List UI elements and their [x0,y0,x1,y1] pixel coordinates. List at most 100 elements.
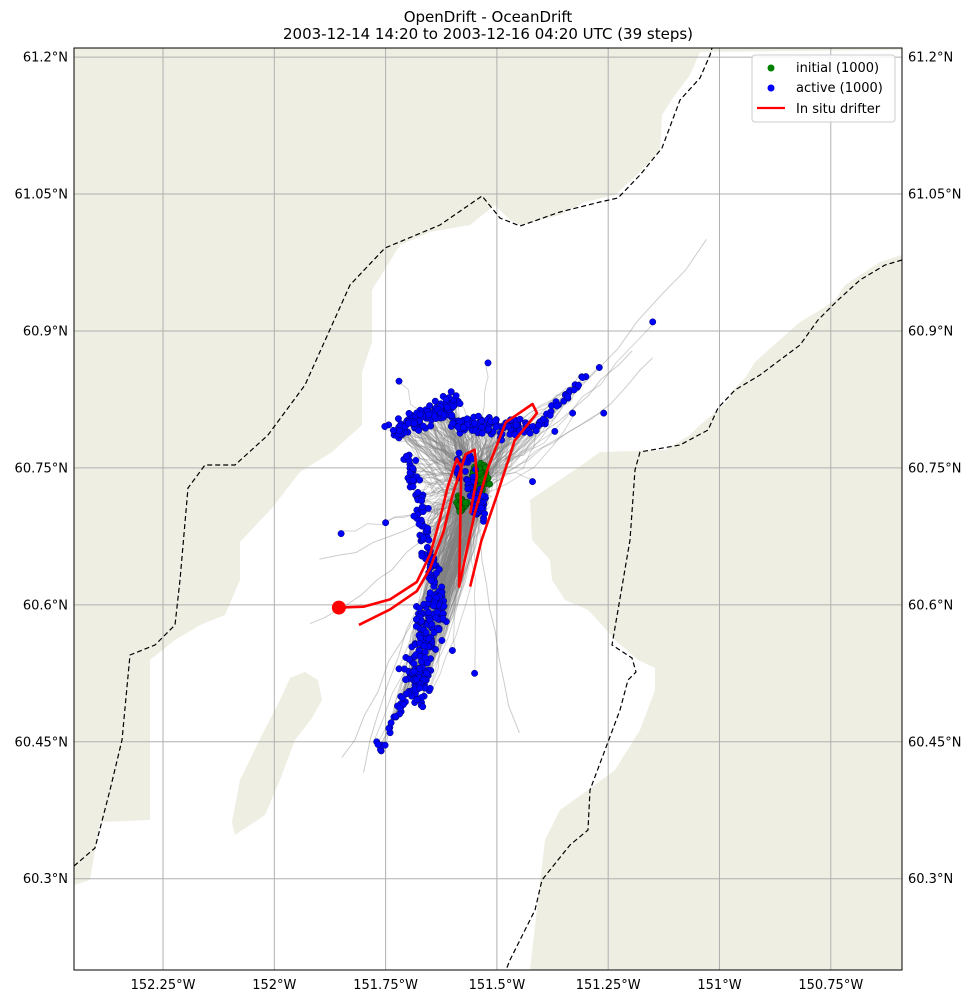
drifter-track-secondary [358,448,479,627]
trajectory-line [341,485,476,758]
trajectory-line [424,491,474,534]
chart-subtitle: 2003-12-14 14:20 to 2003-12-16 04:20 UTC… [283,25,693,43]
trajectory-line [410,472,476,495]
trajectory-line [444,462,471,601]
trajectory-line [428,477,462,620]
active-particle [431,397,439,405]
trajectory-line [429,491,472,547]
legend-drifter-label: In situ drifter [796,102,881,117]
active-particle [419,703,427,711]
active-particle [425,635,433,643]
land-west [74,48,495,885]
active-particle [415,426,423,434]
trajectory-line [476,422,545,481]
active-particle [485,425,492,433]
active-particle [337,530,345,538]
legend-initial-label: initial (1000) [796,61,879,76]
active-particle [553,402,561,410]
active-particle [471,669,479,677]
active-particle [418,503,426,511]
trajectory-line [402,430,473,498]
trajectory-line [474,239,707,487]
trajectory-line [420,490,471,679]
active-particle [420,642,428,650]
active-particle [427,422,435,430]
active-particle [492,423,500,431]
active-particle [478,504,485,512]
y-axis-ticks: 60.3°N 60.3°N 60.45°N 60.45°N 60.6°N 60.6°N 60… [15,51,962,888]
initial-particle [486,480,493,488]
active-particle [459,424,467,431]
trajectory-line [415,507,470,682]
active-particle [481,510,489,518]
y-tick-label-left: 61.05°N [15,188,68,203]
active-particle [546,411,554,419]
trajectory-line [416,411,471,484]
x-tick-label: 151.75°W [353,978,418,993]
trajectory-line [462,491,476,675]
active-particle [569,409,577,417]
trajectory-line [429,469,475,542]
active-particle [512,421,520,429]
active-particle [374,741,382,748]
x-tick-label: 151.5°W [469,978,526,993]
active-particle [416,684,424,692]
land-east [530,255,902,970]
drifter-start-marker [331,600,346,615]
x-tick-label: 151.25°W [576,978,641,993]
trajectory-line [437,416,474,476]
trajectory-line [395,434,480,475]
trajectory-line [432,510,464,558]
active-particle [416,665,424,673]
active-particle [426,589,434,597]
active-particle [409,483,417,491]
trajectory-line [363,485,476,773]
legend-box [751,54,896,123]
active-particle [456,400,464,408]
trajectory-line [474,357,654,487]
active-particle [398,694,406,702]
active-particle [395,377,403,385]
y-tick-label-left: 60.3°N [23,872,68,887]
active-particle [551,427,559,435]
active-particle [423,543,431,551]
active-particle [415,604,423,612]
trajectory-line [411,470,472,492]
trajectory-line [475,394,568,494]
trajectory-line [415,504,479,681]
active-particle [410,668,418,675]
trajectory-line [399,432,476,504]
trajectory-line [432,418,471,506]
active-particle [491,417,499,425]
active-particle [649,318,657,326]
active-particle [429,602,437,610]
active-particle [403,452,410,460]
active-particle [424,524,432,532]
trajectory-line [442,464,470,588]
y-tick-label-right: 60.75°N [908,461,961,476]
land-layer [74,48,902,970]
trajectory-line [439,482,476,609]
y-tick-label-right: 60.45°N [908,735,961,750]
active-particle [432,614,440,622]
land-north-east [495,48,902,225]
active-particle [526,429,534,437]
active-particle [425,411,433,418]
active-particle [449,419,457,427]
y-tick-label-left: 60.9°N [23,324,68,339]
active-particle [389,426,397,434]
trajectory-line [452,489,465,653]
trajectory-line [484,405,552,481]
active-particle [461,467,469,475]
trajectory-line [399,440,466,480]
map-area [74,48,902,970]
active-particle [412,457,420,464]
active-particle [422,629,430,637]
trajectory-line [483,425,540,482]
active-particle [400,665,408,673]
active-particle [410,512,418,520]
active-particle [433,608,441,616]
active-particle [382,519,390,527]
land-south-island [232,672,322,835]
